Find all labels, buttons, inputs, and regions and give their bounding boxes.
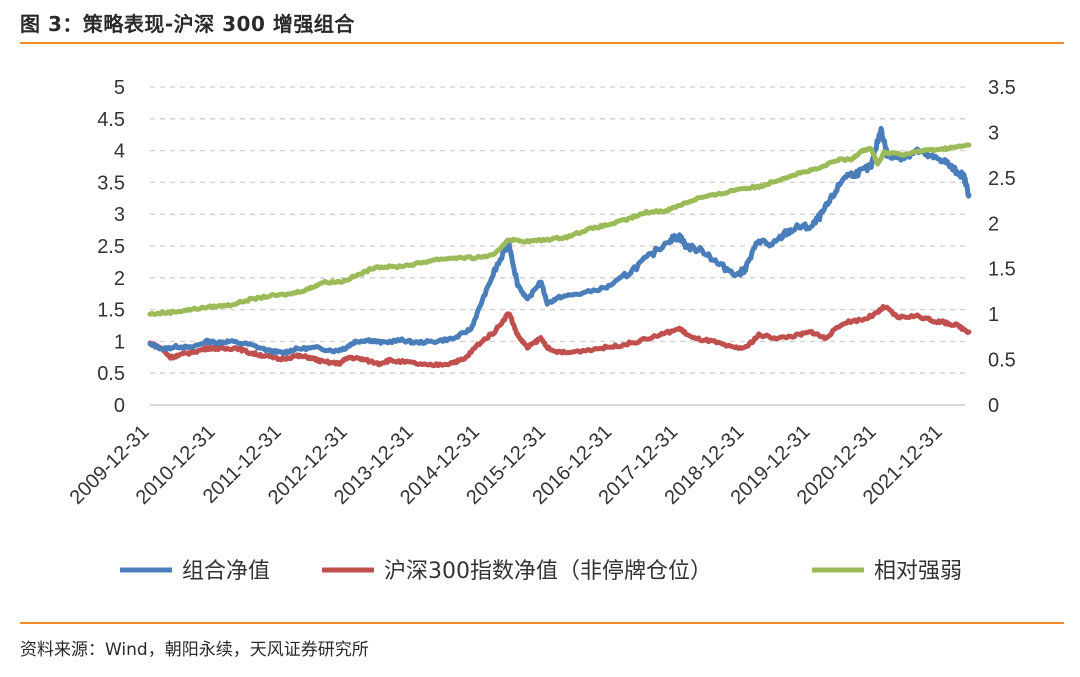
chart-title: 图 3：策略表现-沪深 300 增强组合 [20,12,355,36]
legend-label: 相对强弱 [874,559,962,584]
left-y-axis: 0 0.5 1 1.5 2 2.5 3 3.5 4 4.5 5 [97,77,125,417]
legend-label: 组合净值 [182,559,270,584]
legend-label: 沪深300指数净值（非停牌仓位） [384,559,712,584]
y-left-tick-label: 1.5 [97,300,125,322]
x-axis: 2009-12-312010-12-312011-12-312012-12-31… [66,421,947,509]
y-right-tick-label: 2.5 [988,168,1016,190]
series-line-2 [147,304,972,369]
series-lines [147,125,972,369]
title-divider [20,42,1064,44]
y-right-tick-label: 2 [988,213,999,235]
y-right-tick-label: 1.5 [988,259,1016,281]
legend: 组合净值 沪深300指数净值（非停牌仓位） 相对强弱 [120,559,962,584]
series-line-1 [147,125,972,356]
y-left-tick-label: 1 [114,331,125,353]
y-right-tick-label: 1 [988,304,999,326]
y-right-tick-label: 3.5 [988,77,1016,99]
gridlines [150,86,965,374]
y-right-tick-label: 0 [988,395,999,417]
y-left-tick-label: 3 [114,204,125,226]
y-right-tick-label: 3 [988,122,999,144]
y-left-tick-label: 4 [114,141,125,163]
line-chart: 0 0.5 1 1.5 2 2.5 3 3.5 4 4.5 5 0 0.5 1 1.5 2 2.5 3 3.5 2… [66,77,1016,584]
y-left-tick-label: 0.5 [97,363,125,385]
y-left-tick-label: 0 [114,395,125,417]
series-line-3 [147,142,972,317]
y-left-tick-label: 5 [114,77,125,99]
right-y-axis: 0 0.5 1 1.5 2 2.5 3 3.5 [988,77,1016,417]
footer-divider [20,622,1064,624]
y-left-tick-label: 2 [114,268,125,290]
source-note: 资料来源：Wind，朝阳永续，天风证券研究所 [20,640,369,660]
y-left-tick-label: 2.5 [97,236,125,258]
y-right-tick-label: 0.5 [988,350,1016,372]
y-left-tick-label: 4.5 [97,109,125,131]
y-left-tick-label: 3.5 [97,172,125,194]
